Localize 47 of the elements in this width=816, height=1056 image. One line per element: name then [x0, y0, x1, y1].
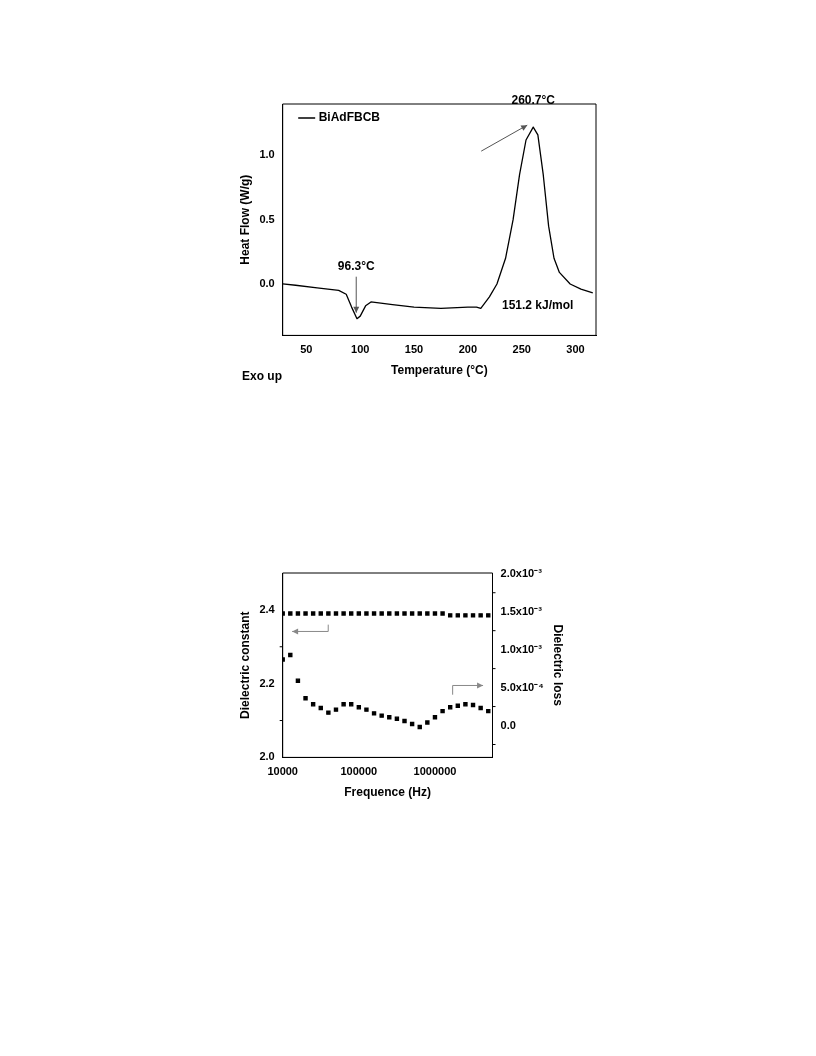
x-tick-label: 1000000	[413, 765, 457, 778]
y-tick-label: 1.0	[259, 148, 275, 161]
point	[303, 696, 308, 701]
y2-axis-title: Dielectric loss	[551, 624, 566, 707]
y-tick-label: 2.2	[259, 676, 275, 689]
y-axis-title: Heat Flow (W/g)	[237, 174, 252, 265]
point	[440, 708, 445, 714]
x-tick-label: 100000	[340, 765, 378, 778]
x-axis-title: Temperature (°C)	[391, 363, 488, 378]
y2-tick-label: 1.0x10⁻³	[500, 642, 543, 655]
x-axis-title: Frequence (Hz)	[344, 785, 431, 800]
y-tick-label: 0.5	[259, 212, 275, 225]
point	[394, 716, 400, 721]
y-tick-label: 0.0	[259, 277, 275, 290]
point	[282, 657, 285, 662]
x-tick-label: 300	[566, 343, 585, 356]
point	[341, 702, 346, 707]
y2-tick-label: 0.0	[500, 718, 516, 731]
point	[463, 702, 468, 707]
point	[326, 710, 331, 715]
x-tick-label: 250	[512, 343, 531, 356]
point	[379, 713, 384, 718]
point	[333, 707, 339, 712]
annotation: 96.3°C	[337, 259, 375, 273]
y2-tick-label: 2.0x10⁻³	[500, 566, 543, 579]
point	[478, 705, 483, 711]
y-axis-title: Dielectric constant	[237, 611, 252, 719]
annotation: 260.7°C	[511, 93, 556, 108]
point	[371, 711, 377, 716]
x-tick-label: 150	[404, 343, 424, 356]
x-tick-label: 100	[351, 343, 370, 356]
legend-label: BiAdFBCB	[318, 110, 381, 125]
y2-tick-label: 1.5x10⁻³	[500, 604, 543, 617]
point	[402, 718, 407, 724]
x-tick-label: 50	[300, 343, 313, 356]
point	[288, 652, 293, 658]
point	[364, 707, 369, 712]
y-tick-label: 2.0	[259, 750, 275, 763]
point	[356, 705, 362, 710]
point	[425, 720, 430, 725]
x-tick-label: 200	[458, 343, 478, 356]
text: Exo up	[242, 369, 283, 383]
y2-tick-label: 5.0x10⁻⁴	[500, 680, 544, 693]
annotation: 151.2 kJ/mol	[502, 297, 574, 312]
x-tick-label: 10000	[267, 765, 298, 778]
point	[447, 705, 453, 710]
y-tick-label: 2.4	[259, 602, 276, 615]
